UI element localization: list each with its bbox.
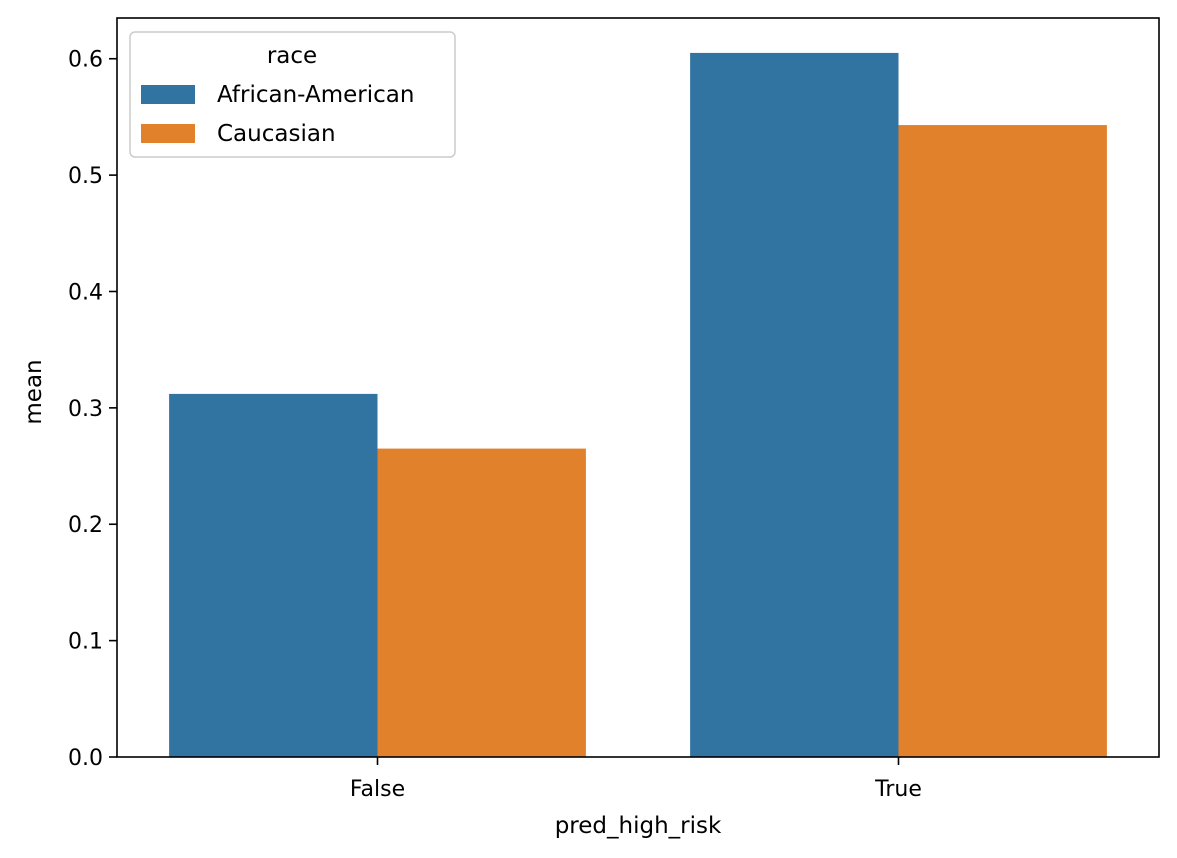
legend-label-african-american: African-American xyxy=(217,82,414,108)
y-tick-label: 0.3 xyxy=(68,397,103,422)
legend-swatch-african-american xyxy=(141,85,195,104)
legend-title: race xyxy=(267,43,317,69)
bar-african-american-false xyxy=(169,393,378,757)
bar-african-american-true xyxy=(690,52,899,757)
legend-swatch-caucasian xyxy=(141,124,195,143)
legend: race African-American Caucasian xyxy=(129,31,456,158)
y-tick-label: 0.6 xyxy=(68,48,103,73)
y-axis: 0.0 0.1 0.2 0.3 0.4 0.5 0.6 xyxy=(68,48,117,771)
x-axis-label: pred_high_risk xyxy=(555,813,722,839)
y-tick-label: 0.2 xyxy=(68,513,103,538)
y-axis-label: mean xyxy=(21,359,47,424)
x-axis: False True xyxy=(350,757,922,802)
bar-caucasian-false xyxy=(377,448,586,757)
x-tick-label-true: True xyxy=(874,777,922,802)
plot-frame xyxy=(116,17,1160,758)
y-tick-label: 0.5 xyxy=(68,164,103,189)
bars-group xyxy=(169,52,1107,757)
y-tick-label: 0.4 xyxy=(68,280,103,305)
bar-caucasian-true xyxy=(898,125,1107,757)
legend-box xyxy=(129,31,456,158)
legend-label-caucasian: Caucasian xyxy=(217,121,336,147)
y-tick-label: 0.1 xyxy=(68,630,103,655)
y-tick-label: 0.0 xyxy=(68,746,103,771)
x-tick-label-false: False xyxy=(350,777,405,802)
